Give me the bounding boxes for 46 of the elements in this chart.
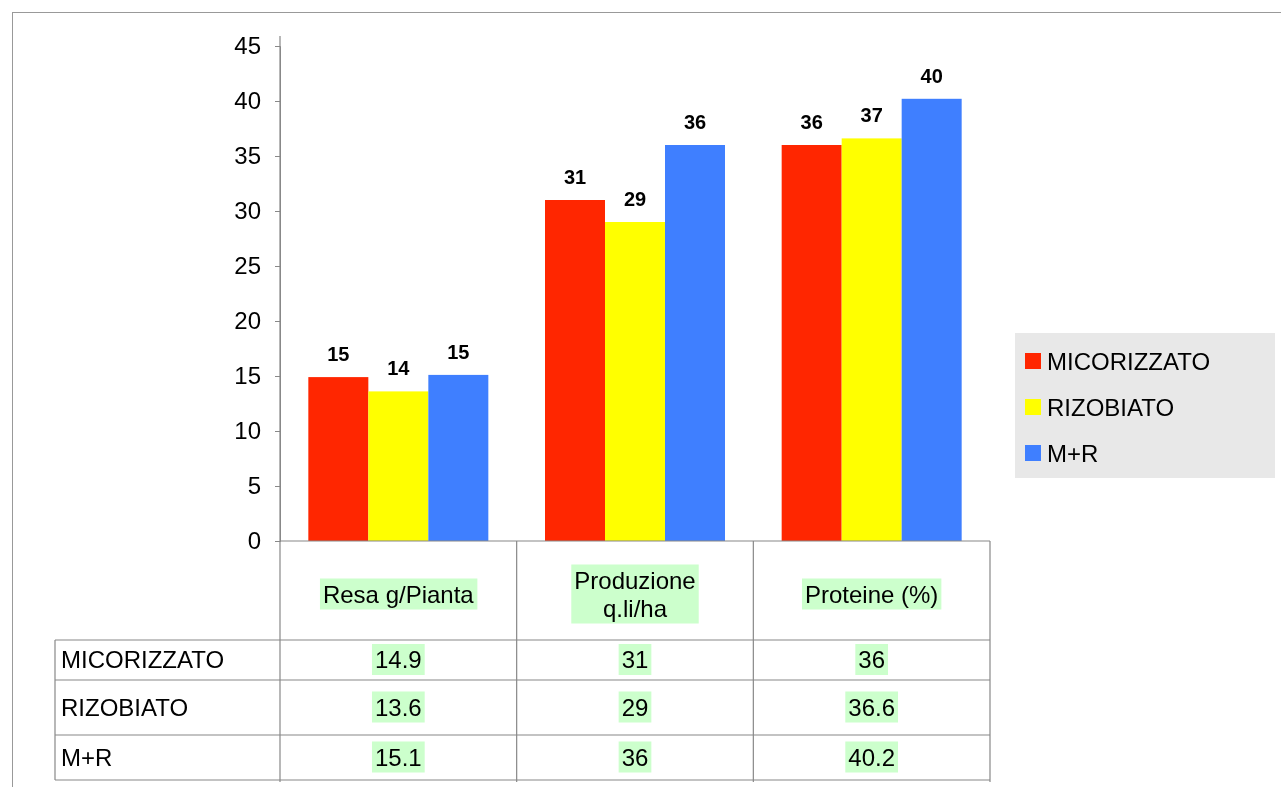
data-label: 36 (858, 646, 886, 673)
y-tick-label: 40 (234, 87, 261, 115)
text: M+R (61, 743, 113, 771)
annotation: 15 (327, 343, 350, 366)
annotation: 36 (800, 111, 823, 133)
bar (308, 377, 369, 541)
data-label: 15.1 (374, 743, 422, 771)
data-label: 29 (621, 693, 649, 721)
y-tick-label: 30 (234, 197, 261, 225)
annotation: 29 (623, 188, 647, 210)
data-label: 31 (621, 646, 649, 673)
legend-label: MICORIZZATO (1047, 348, 1211, 375)
bar (841, 138, 902, 541)
bar (665, 145, 725, 541)
y-tick-label: 0 (247, 527, 261, 555)
legend-label: M+R (1047, 440, 1099, 467)
annotation: 37 (860, 104, 883, 127)
y-tick-label: 15 (234, 362, 261, 390)
annotation: 40 (920, 64, 943, 87)
text: MICORIZZATO (61, 646, 225, 673)
y-tick-label: 10 (234, 417, 261, 445)
annotation: 31 (563, 166, 587, 188)
data-label: 40.2 (848, 743, 896, 771)
bar (901, 98, 962, 541)
x-tick-label: Resa g/Pianta (322, 580, 475, 608)
data-label: 36.6 (848, 693, 896, 721)
text: RIZOBIATO (61, 693, 189, 721)
y-tick-label: 35 (234, 142, 261, 170)
y-tick-label: 25 (234, 252, 261, 280)
x-tick-label: Proteine (%) (804, 580, 939, 608)
bar (368, 391, 429, 541)
data-label: 13.6 (374, 693, 422, 721)
bar (781, 145, 842, 541)
bar (545, 200, 605, 541)
y-tick-label: 5 (247, 472, 261, 500)
bar (605, 222, 665, 541)
data-label: 14.9 (374, 646, 422, 673)
legend-label: RIZOBIATO (1047, 394, 1175, 421)
x-tick-label: Produzione q.li/ha (574, 566, 696, 622)
bar (428, 374, 489, 541)
annotation: 36 (683, 111, 707, 133)
data-label: 36 (621, 743, 649, 771)
y-tick-label: 45 (234, 32, 261, 60)
annotation: 14 (387, 357, 411, 380)
y-tick-label: 20 (234, 307, 261, 335)
annotation: 15 (447, 340, 470, 363)
